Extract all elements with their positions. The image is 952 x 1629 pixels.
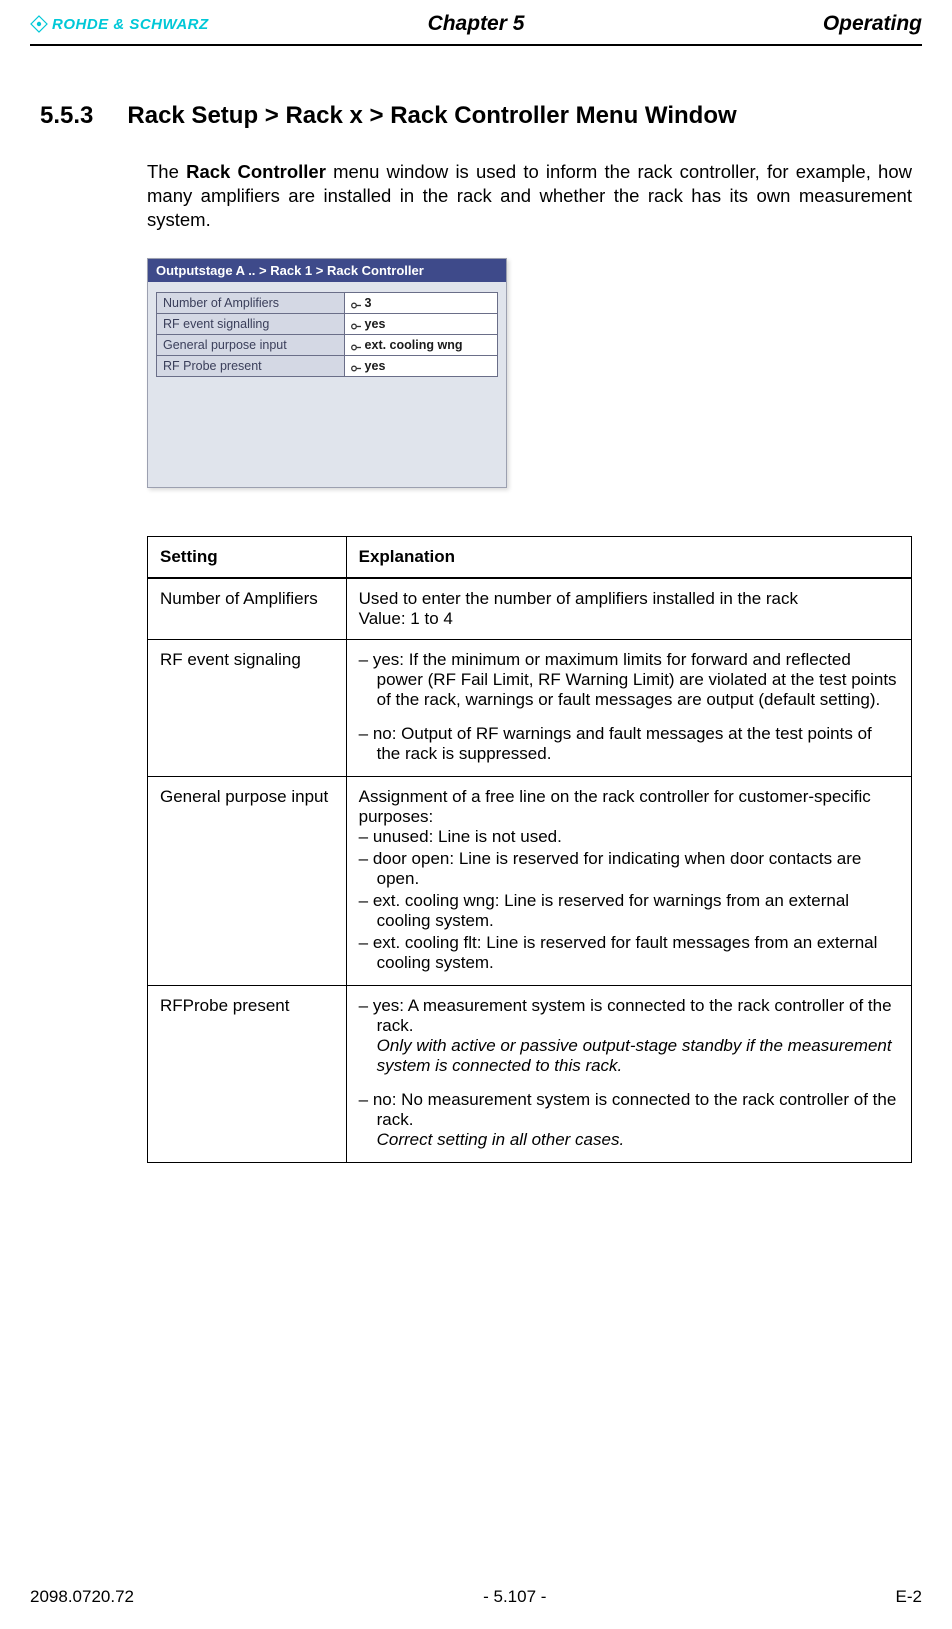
exp-list: yes: A measurement system is connected t…	[359, 996, 899, 1076]
ui-value[interactable]: ext. cooling wng	[344, 335, 497, 356]
list-item: ext. cooling wng: Line is reserved for w…	[359, 891, 899, 931]
list-item: yes: A measurement system is connected t…	[359, 996, 899, 1076]
intro-pre: The	[147, 161, 186, 182]
rack-controller-screenshot: Outputstage A .. > Rack 1 > Rack Control…	[147, 258, 507, 488]
page-footer: 2098.0720.72 - 5.107 - E-2	[30, 1587, 922, 1607]
exp-list: no: Output of RF warnings and fault mess…	[359, 724, 899, 764]
key-icon	[351, 341, 361, 350]
logo: ROHDE & SCHWARZ	[30, 15, 220, 33]
cell-setting: Number of Amplifiers	[148, 578, 347, 640]
table-header-row: Setting Explanation	[148, 537, 912, 579]
cell-explanation: yes: A measurement system is connected t…	[346, 986, 911, 1163]
ui-value-text: yes	[365, 359, 386, 373]
ui-label: RF event signalling	[157, 314, 345, 335]
footer-right: E-2	[896, 1587, 922, 1607]
logo-label: ROHDE & SCHWARZ	[52, 16, 209, 33]
cell-explanation: Used to enter the number of amplifiers i…	[346, 578, 911, 640]
list-ital: Correct setting in all other cases.	[377, 1130, 625, 1149]
table-row: General purpose input Assignment of a fr…	[148, 777, 912, 986]
ui-row: General purpose input ext. cooling wng	[157, 335, 498, 356]
cell-explanation: Assignment of a free line on the rack co…	[346, 777, 911, 986]
th-setting: Setting	[148, 537, 347, 579]
cell-setting: General purpose input	[148, 777, 347, 986]
ui-value-text: 3	[365, 296, 372, 310]
ui-value[interactable]: yes	[344, 314, 497, 335]
ui-row: RF event signalling yes	[157, 314, 498, 335]
ui-titlebar: Outputstage A .. > Rack 1 > Rack Control…	[148, 259, 506, 282]
ui-value[interactable]: yes	[344, 356, 497, 377]
intro-paragraph: The Rack Controller menu window is used …	[147, 160, 912, 232]
list-ital: Only with active or passive output-stage…	[377, 1036, 892, 1075]
header-rule	[30, 44, 922, 46]
ui-label: Number of Amplifiers	[157, 293, 345, 314]
exp-line: Used to enter the number of amplifiers i…	[359, 589, 899, 609]
operating-label: Operating	[732, 12, 922, 36]
list-item: no: No measurement system is connected t…	[359, 1090, 899, 1150]
ui-settings-table: Number of Amplifiers 3 RF event signalli…	[156, 292, 498, 377]
section-heading: 5.5.3 Rack Setup > Rack x > Rack Control…	[40, 102, 912, 130]
exp-list: unused: Line is not used. door open: Lin…	[359, 827, 899, 973]
ui-row: RF Probe present yes	[157, 356, 498, 377]
chapter-label: Chapter 5	[220, 12, 732, 36]
ui-value-text: yes	[365, 317, 386, 331]
th-explanation: Explanation	[346, 537, 911, 579]
ui-value-text: ext. cooling wng	[365, 338, 463, 352]
section-number: 5.5.3	[40, 102, 93, 130]
logo-diamond-icon	[30, 15, 48, 33]
section-title: Rack Setup > Rack x > Rack Controller Me…	[127, 102, 736, 130]
table-row: RF event signaling yes: If the minimum o…	[148, 640, 912, 777]
list-item: no: Output of RF warnings and fault mess…	[359, 724, 899, 764]
exp-line: Assignment of a free line on the rack co…	[359, 787, 899, 827]
logo-text: ROHDE & SCHWARZ	[30, 15, 220, 33]
exp-list: no: No measurement system is connected t…	[359, 1090, 899, 1150]
list-item: door open: Line is reserved for indicati…	[359, 849, 899, 889]
table-row: Number of Amplifiers Used to enter the n…	[148, 578, 912, 640]
key-icon	[351, 320, 361, 329]
ui-label: RF Probe present	[157, 356, 345, 377]
ui-row: Number of Amplifiers 3	[157, 293, 498, 314]
cell-explanation: yes: If the minimum or maximum limits fo…	[346, 640, 911, 777]
intro-bold: Rack Controller	[186, 161, 326, 182]
footer-left: 2098.0720.72	[30, 1587, 134, 1607]
ui-value[interactable]: 3	[344, 293, 497, 314]
cell-setting: RFProbe present	[148, 986, 347, 1163]
key-icon	[351, 362, 361, 371]
list-item: ext. cooling flt: Line is reserved for f…	[359, 933, 899, 973]
explanation-table: Setting Explanation Number of Amplifiers…	[147, 536, 912, 1163]
list-text: no: No measurement system is connected t…	[373, 1090, 896, 1129]
ui-body: Number of Amplifiers 3 RF event signalli…	[148, 282, 506, 487]
ui-label: General purpose input	[157, 335, 345, 356]
page-header: ROHDE & SCHWARZ Chapter 5 Operating	[30, 12, 922, 44]
table-row: RFProbe present yes: A measurement syste…	[148, 986, 912, 1163]
footer-center: - 5.107 -	[483, 1587, 546, 1607]
key-icon	[351, 299, 361, 308]
cell-setting: RF event signaling	[148, 640, 347, 777]
list-item: unused: Line is not used.	[359, 827, 899, 847]
exp-line: Value: 1 to 4	[359, 609, 899, 629]
exp-list: yes: If the minimum or maximum limits fo…	[359, 650, 899, 710]
list-text: yes: A measurement system is connected t…	[373, 996, 892, 1035]
list-item: yes: If the minimum or maximum limits fo…	[359, 650, 899, 710]
